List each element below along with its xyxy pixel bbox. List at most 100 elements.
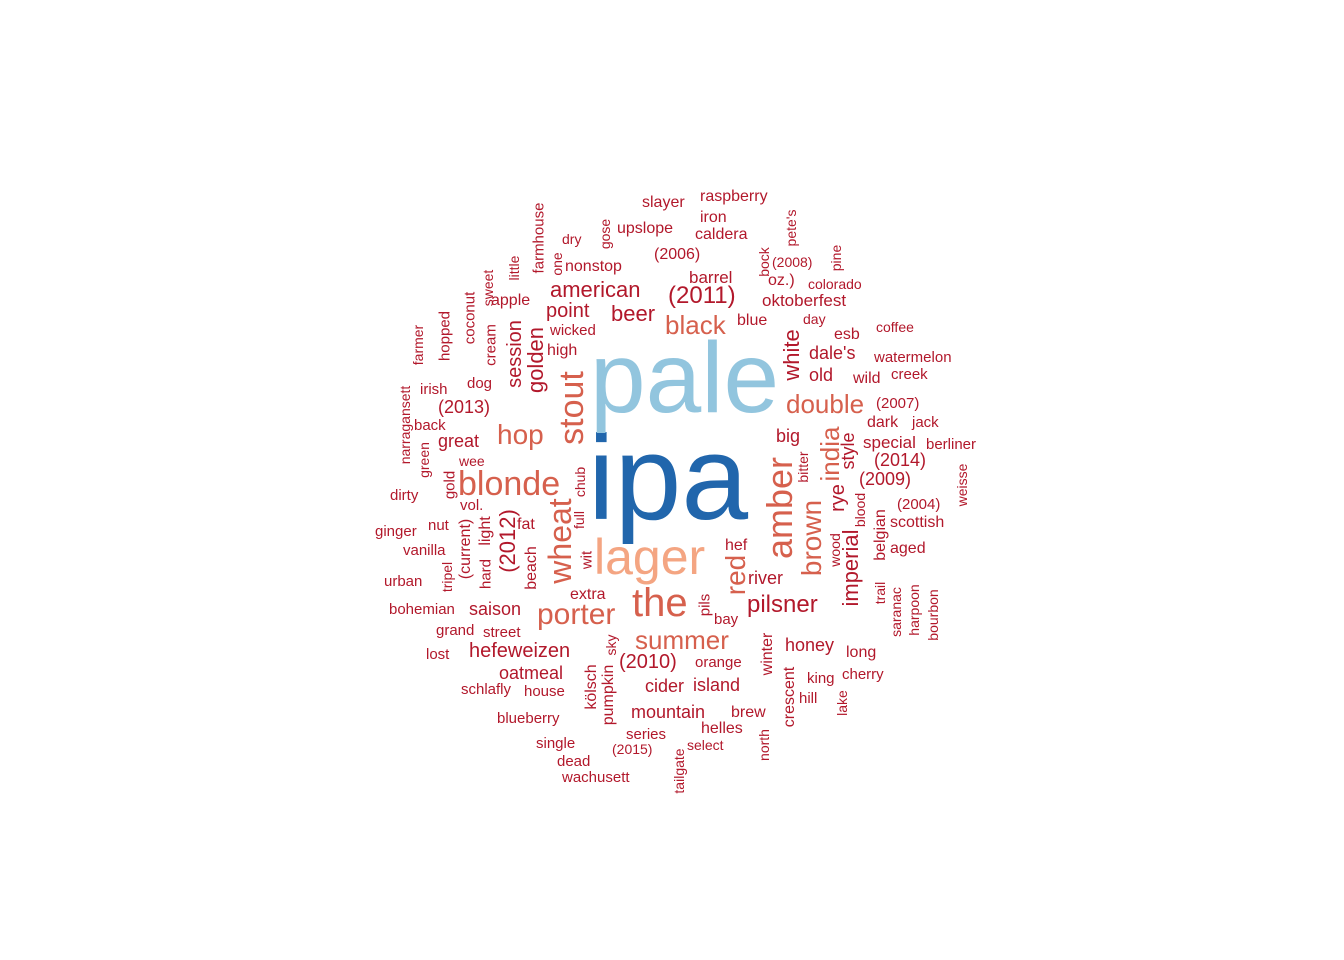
word: (2014) — [874, 450, 927, 470]
word: pine — [828, 244, 844, 272]
word: (2012) — [495, 509, 520, 573]
word: trail — [872, 581, 888, 605]
word: high — [547, 342, 578, 359]
word: nut — [428, 517, 449, 534]
word: bohemian — [389, 601, 455, 618]
word: (current) — [457, 518, 474, 580]
word: porter — [537, 598, 616, 631]
word: single — [536, 735, 576, 752]
word: irish — [420, 381, 448, 398]
word: pale — [590, 322, 780, 434]
word: dale's — [809, 343, 856, 363]
word: dry — [562, 231, 582, 247]
word: harpoon — [906, 584, 922, 636]
word: winter — [759, 632, 776, 676]
word: schlafly — [461, 681, 512, 698]
word: wicked — [550, 322, 596, 339]
word: kölsch — [583, 664, 600, 710]
word: weisse — [954, 463, 970, 507]
word: vol. — [460, 497, 484, 514]
word: blue — [737, 312, 768, 329]
word: golden — [523, 326, 548, 394]
word: blueberry — [497, 710, 560, 727]
word: american — [550, 277, 641, 302]
word: special — [863, 433, 916, 452]
word: the — [632, 581, 688, 625]
word: watermelon — [874, 349, 952, 366]
word: king — [807, 670, 835, 687]
word: hef — [725, 537, 748, 554]
word: hopped — [436, 310, 454, 362]
word: pils — [696, 593, 714, 617]
word: saranac — [888, 587, 904, 637]
word: oatmeal — [499, 663, 564, 683]
word: red — [720, 554, 751, 596]
word: (2011) — [668, 282, 736, 309]
word: stout — [553, 371, 591, 445]
word: island — [693, 675, 741, 695]
word: gold — [441, 470, 459, 500]
word: vanilla — [403, 542, 446, 559]
word: bitter — [795, 451, 811, 483]
word: hefeweizen — [469, 640, 571, 662]
word: scottish — [890, 514, 945, 531]
word: chub — [572, 466, 588, 498]
word: pete's — [783, 209, 799, 247]
word: beer — [611, 301, 656, 326]
word: wood — [827, 533, 843, 567]
word: (2007) — [876, 395, 920, 412]
word: (2004) — [897, 496, 941, 513]
word: street — [483, 624, 521, 641]
word: crescent — [781, 666, 798, 728]
word: dog — [467, 375, 493, 392]
word: bay — [714, 611, 739, 628]
word: green — [416, 442, 432, 478]
word: style — [838, 432, 858, 470]
word: hard — [477, 558, 495, 590]
word: extra — [570, 586, 606, 603]
word: blonde — [458, 465, 561, 503]
word: jack — [912, 414, 939, 431]
word: light — [477, 516, 494, 546]
word: double — [786, 389, 865, 419]
word: gose — [597, 218, 613, 250]
word: aged — [890, 540, 926, 557]
word: long — [846, 644, 877, 661]
word: wild — [853, 370, 881, 387]
word: upslope — [617, 220, 674, 237]
word: raspberry — [700, 188, 768, 205]
word: north — [756, 729, 772, 761]
word: creek — [891, 366, 928, 383]
word: esb — [834, 326, 860, 343]
word: imperial — [838, 529, 863, 607]
word: day — [803, 311, 826, 327]
word: caldera — [695, 226, 748, 243]
word: wit — [578, 550, 596, 570]
word: beach — [523, 546, 540, 590]
word: wee — [459, 453, 485, 469]
word: one — [549, 252, 565, 276]
word: (2013) — [438, 397, 491, 417]
word: ipa — [588, 411, 749, 545]
word: oz.) — [768, 272, 795, 289]
word: farmhouse — [530, 202, 548, 274]
word: cider — [645, 676, 685, 696]
word: lost — [426, 646, 450, 663]
word: farmer — [410, 324, 426, 366]
word: amber — [759, 456, 800, 560]
word: slayer — [642, 194, 685, 211]
word: dark — [867, 414, 899, 431]
word: tailgate — [671, 748, 687, 794]
word: cherry — [842, 666, 884, 683]
word: coffee — [876, 319, 914, 335]
word: (2008) — [772, 254, 813, 270]
word: orange — [695, 654, 742, 671]
word: berliner — [926, 436, 977, 453]
word: dead — [557, 753, 591, 770]
word: river — [748, 568, 783, 588]
word: apple — [491, 292, 531, 309]
word: (2015) — [612, 741, 653, 757]
word: hill — [799, 690, 818, 707]
word: (2009) — [859, 469, 912, 489]
